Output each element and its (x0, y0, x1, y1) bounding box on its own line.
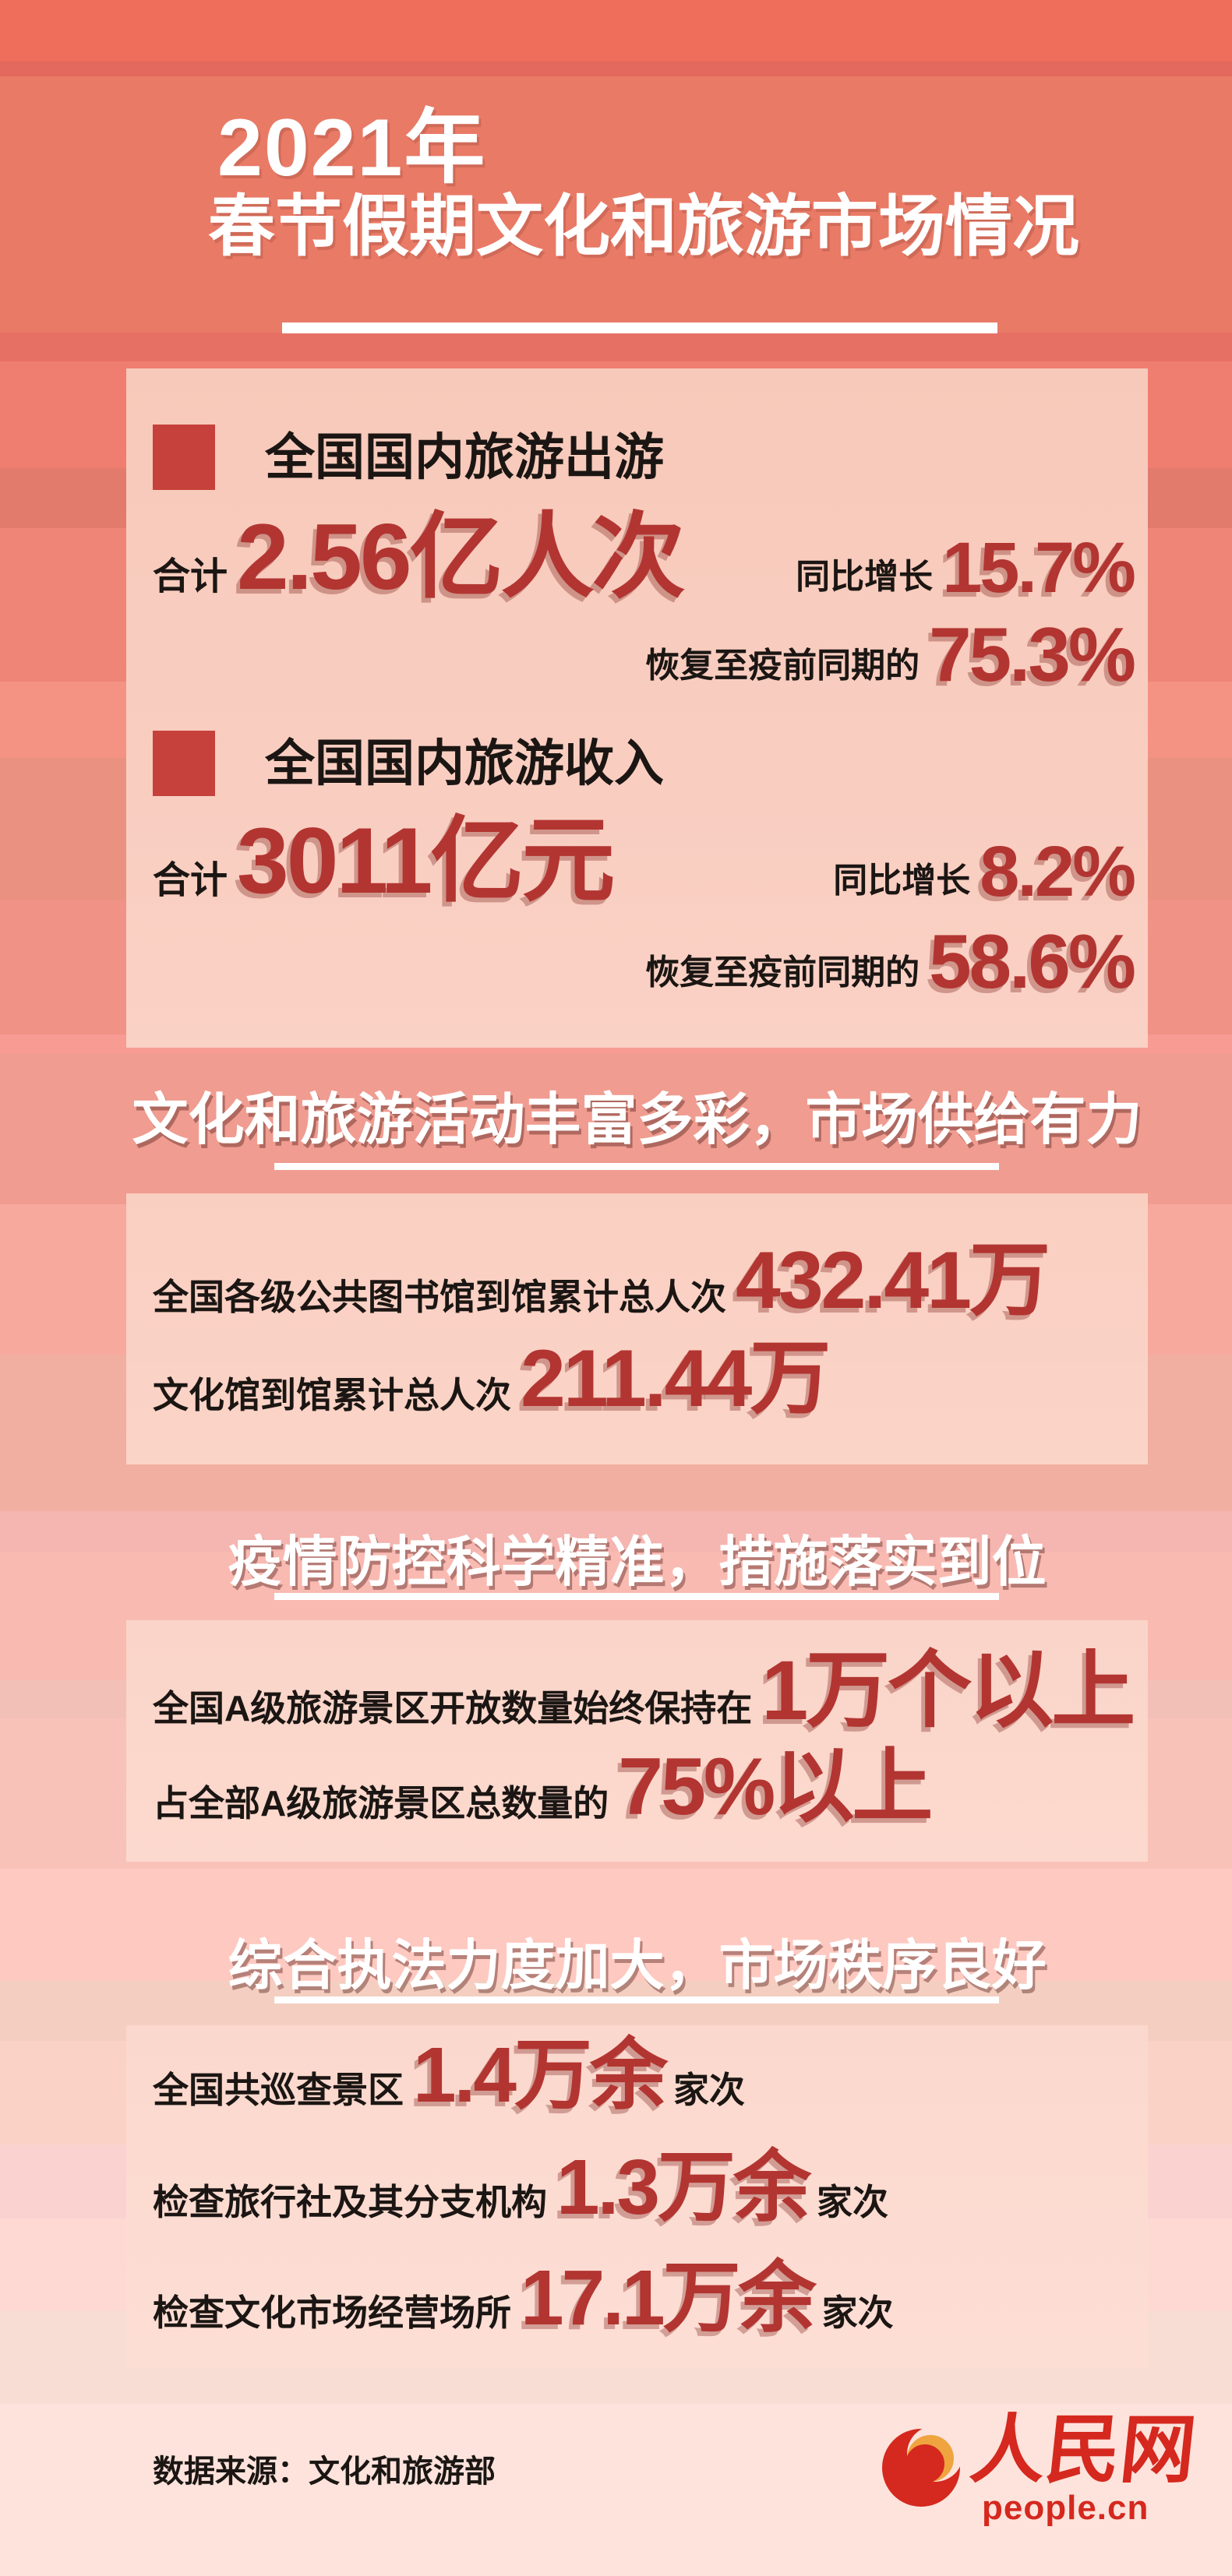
row-value: 1.4万余 (413, 2032, 668, 2119)
row-label: 检查文化市场经营场所 (153, 2292, 511, 2333)
recovery-value: 58.6% (929, 918, 1136, 1004)
library-visits-row: 全国各级公共图书馆到馆累计总人次 432.41万 (153, 1235, 1050, 1326)
total-label: 合计 (153, 860, 228, 901)
section-underline (274, 1593, 999, 1600)
scenic-area-share-row: 占全部A级旅游景区总数量的 75%以上 (153, 1742, 933, 1832)
red-square-bullet-icon (153, 425, 215, 490)
total-value: 3011亿元 (237, 809, 615, 913)
total-label: 合计 (153, 556, 228, 597)
page-title: 春节假期文化和旅游市场情况 (208, 189, 1079, 264)
culture-market-check-row: 检查文化市场经营场所 17.1万余 家次 (153, 2259, 894, 2337)
culture-visits-card: 全国各级公共图书馆到馆累计总人次 432.41万 文化馆到馆累计总人次 211.… (126, 1193, 1148, 1464)
tourism-overview-card: 全国国内旅游出游 合计 2.56亿人次 同比增长 15.7% 恢复至疫前同期的 … (126, 368, 1148, 1048)
row-value: 1万个以上 (761, 1643, 1135, 1737)
people-cn-logo-icon (881, 2423, 968, 2514)
revenue-recovery: 恢复至疫前同期的 58.6% (645, 918, 1136, 1004)
section-underline (274, 1996, 999, 2003)
overview-block-revenue-heading: 全国国内旅游收入 (153, 731, 664, 796)
red-square-bullet-icon (153, 731, 215, 796)
trips-yoy: 同比增长 15.7% (796, 528, 1136, 608)
row-suffix: 家次 (673, 2070, 746, 2110)
trips-recovery: 恢复至疫前同期的 75.3% (645, 611, 1136, 697)
row-value: 211.44万 (521, 1334, 831, 1424)
revenue-yoy: 同比增长 8.2% (833, 832, 1136, 911)
data-source-label: 数据来源：文化和旅游部 (153, 2454, 496, 2489)
row-value: 75%以上 (618, 1742, 933, 1832)
row-value: 432.41万 (736, 1235, 1050, 1326)
scenic-patrol-row: 全国共巡查景区 1.4万余 家次 (153, 2036, 745, 2114)
yoy-label: 同比增长 (833, 862, 971, 900)
recovery-value: 75.3% (929, 611, 1136, 697)
block-heading: 全国国内旅游出游 (265, 429, 664, 485)
scenic-areas-card: 全国A级旅游景区开放数量始终保持在 1万个以上 占全部A级旅游景区总数量的 75… (126, 1620, 1148, 1862)
trips-total: 合计 2.56亿人次 (153, 505, 686, 609)
inspections-card: 全国共巡查景区 1.4万余 家次 检查旅行社及其分支机构 1.3万余 家次 检查… (126, 2025, 1148, 2368)
total-value: 2.56亿人次 (237, 505, 686, 609)
yoy-value: 8.2% (980, 832, 1136, 911)
title-underline (282, 322, 997, 333)
row-label: 全国A级旅游景区开放数量始终保持在 (153, 1688, 753, 1728)
row-suffix: 家次 (821, 2292, 894, 2333)
yoy-label: 同比增长 (796, 558, 934, 596)
yoy-value: 15.7% (942, 528, 1136, 608)
open-scenic-areas-row: 全国A级旅游景区开放数量始终保持在 1万个以上 (153, 1643, 1135, 1737)
row-label: 占全部A级旅游景区总数量的 (153, 1783, 609, 1824)
overview-block-trips-heading: 全国国内旅游出游 (153, 425, 664, 490)
revenue-total: 合计 3011亿元 (153, 809, 615, 913)
travel-agency-check-row: 检查旅行社及其分支机构 1.3万余 家次 (153, 2148, 888, 2226)
section-heading-law-enforcement: 综合执法力度加大，市场秩序良好 (228, 1935, 1047, 1996)
row-suffix: 家次 (817, 2182, 889, 2222)
recovery-label: 恢复至疫前同期的 (645, 953, 920, 992)
section-heading-epidemic-control: 疫情防控科学精准，措施落实到位 (228, 1531, 1047, 1592)
culture-hall-visits-row: 文化馆到馆累计总人次 211.44万 (153, 1334, 831, 1424)
row-value: 1.3万余 (556, 2144, 811, 2231)
row-label: 全国共巡查景区 (153, 2070, 404, 2110)
block-heading: 全国国内旅游收入 (265, 735, 664, 791)
recovery-label: 恢复至疫前同期的 (645, 647, 920, 685)
row-label: 检查旅行社及其分支机构 (153, 2182, 547, 2222)
section-heading-culture-supply: 文化和旅游活动丰富多彩，市场供给有力 (132, 1089, 1142, 1151)
row-label: 文化馆到馆累计总人次 (153, 1375, 511, 1415)
row-label: 全国各级公共图书馆到馆累计总人次 (153, 1277, 726, 1317)
people-cn-logo-chinese: 人民网 (966, 2409, 1200, 2492)
title-year: 2021年 (217, 103, 487, 193)
people-cn-logo-domain: people.cn (982, 2489, 1149, 2527)
section-underline (274, 1163, 999, 1170)
row-value: 17.1万余 (521, 2254, 817, 2342)
